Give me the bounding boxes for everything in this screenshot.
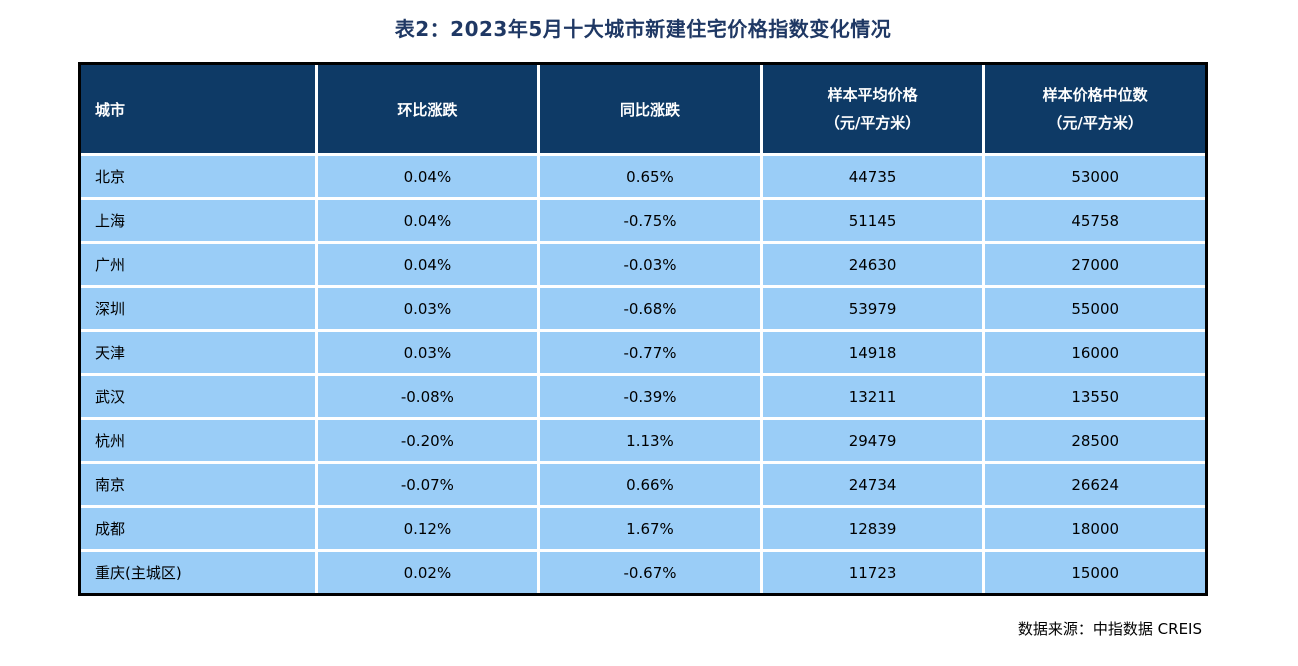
cell-yoy-change: 1.67%: [540, 508, 760, 549]
col-header-median-price-unit: （元/平方米）: [1047, 114, 1143, 132]
cell-mom-change: 0.04%: [317, 156, 538, 197]
cell-city: 武汉: [81, 376, 315, 417]
cell-avg-price: 53979: [762, 288, 983, 329]
cell-avg-price: 29479: [762, 420, 983, 461]
cell-mom-change: 0.03%: [317, 332, 538, 373]
cell-median-price: 13550: [985, 376, 1205, 417]
col-header-avg-price-unit: （元/平方米）: [824, 114, 921, 132]
cell-mom-change: -0.08%: [317, 376, 538, 417]
cell-city: 成都: [81, 508, 315, 549]
cell-city: 上海: [81, 200, 315, 241]
cell-avg-price: 44735: [762, 156, 983, 197]
col-header-avg-price-line1: 样本平均价格: [827, 86, 918, 104]
cell-avg-price: 14918: [762, 332, 983, 373]
cell-median-price: 16000: [985, 332, 1205, 373]
cell-yoy-change: -0.39%: [540, 376, 760, 417]
table-row-shenzhen: 深圳 0.03% -0.68% 53979 55000: [81, 288, 1205, 329]
table-row-beijing: 北京 0.04% 0.65% 44735 53000: [81, 156, 1205, 197]
col-header-mom-change: 环比涨跌: [317, 65, 538, 153]
price-index-table: 城市 环比涨跌 同比涨跌 样本平均价格 （元/平方米） 样本价格中位数 （元/平…: [78, 62, 1208, 596]
cell-yoy-change: -0.03%: [540, 244, 760, 285]
cell-city: 广州: [81, 244, 315, 285]
cell-yoy-change: 0.66%: [540, 464, 760, 505]
cell-mom-change: 0.12%: [317, 508, 538, 549]
cell-median-price: 26624: [985, 464, 1205, 505]
cell-mom-change: 0.04%: [317, 200, 538, 241]
cell-yoy-change: 1.13%: [540, 420, 760, 461]
cell-yoy-change: -0.68%: [540, 288, 760, 329]
cell-median-price: 53000: [985, 156, 1205, 197]
cell-mom-change: -0.20%: [317, 420, 538, 461]
cell-yoy-change: -0.67%: [540, 552, 760, 593]
cell-city: 南京: [81, 464, 315, 505]
cell-yoy-change: -0.75%: [540, 200, 760, 241]
table-title: 表2：2023年5月十大城市新建住宅价格指数变化情况: [394, 17, 892, 41]
cell-yoy-change: -0.77%: [540, 332, 760, 373]
cell-mom-change: -0.07%: [317, 464, 538, 505]
cell-mom-change: 0.04%: [317, 244, 538, 285]
cell-median-price: 28500: [985, 420, 1205, 461]
cell-city: 深圳: [81, 288, 315, 329]
cell-city: 杭州: [81, 420, 315, 461]
cell-city: 重庆(主城区): [81, 552, 315, 593]
table-row-wuhan: 武汉 -0.08% -0.39% 13211 13550: [81, 376, 1205, 417]
table-row-nanjing: 南京 -0.07% 0.66% 24734 26624: [81, 464, 1205, 505]
col-header-avg-price: 样本平均价格 （元/平方米）: [762, 65, 983, 153]
col-header-yoy-change: 同比涨跌: [540, 65, 760, 153]
table-row-chongqing: 重庆(主城区) 0.02% -0.67% 11723 15000: [81, 552, 1205, 593]
cell-city: 北京: [81, 156, 315, 197]
table-row-chengdu: 成都 0.12% 1.67% 12839 18000: [81, 508, 1205, 549]
cell-avg-price: 51145: [762, 200, 983, 241]
data-source-note: 数据来源：中指数据 CREIS: [1017, 620, 1202, 638]
cell-avg-price: 11723: [762, 552, 983, 593]
cell-mom-change: 0.02%: [317, 552, 538, 593]
col-header-median-price-line1: 样本价格中位数: [1042, 86, 1148, 104]
cell-median-price: 27000: [985, 244, 1205, 285]
cell-avg-price: 24630: [762, 244, 983, 285]
table-row-hangzhou: 杭州 -0.20% 1.13% 29479 28500: [81, 420, 1205, 461]
col-header-city: 城市: [81, 65, 315, 153]
cell-city: 天津: [81, 332, 315, 373]
cell-median-price: 55000: [985, 288, 1205, 329]
cell-median-price: 45758: [985, 200, 1205, 241]
cell-median-price: 18000: [985, 508, 1205, 549]
cell-avg-price: 12839: [762, 508, 983, 549]
table-header-row: 城市 环比涨跌 同比涨跌 样本平均价格 （元/平方米） 样本价格中位数 （元/平…: [81, 65, 1205, 153]
table-row-guangzhou: 广州 0.04% -0.03% 24630 27000: [81, 244, 1205, 285]
cell-mom-change: 0.03%: [317, 288, 538, 329]
table-row-tianjin: 天津 0.03% -0.77% 14918 16000: [81, 332, 1205, 373]
cell-median-price: 15000: [985, 552, 1205, 593]
col-header-median-price: 样本价格中位数 （元/平方米）: [985, 65, 1205, 153]
cell-avg-price: 13211: [762, 376, 983, 417]
table-row-shanghai: 上海 0.04% -0.75% 51145 45758: [81, 200, 1205, 241]
cell-avg-price: 24734: [762, 464, 983, 505]
cell-yoy-change: 0.65%: [540, 156, 760, 197]
